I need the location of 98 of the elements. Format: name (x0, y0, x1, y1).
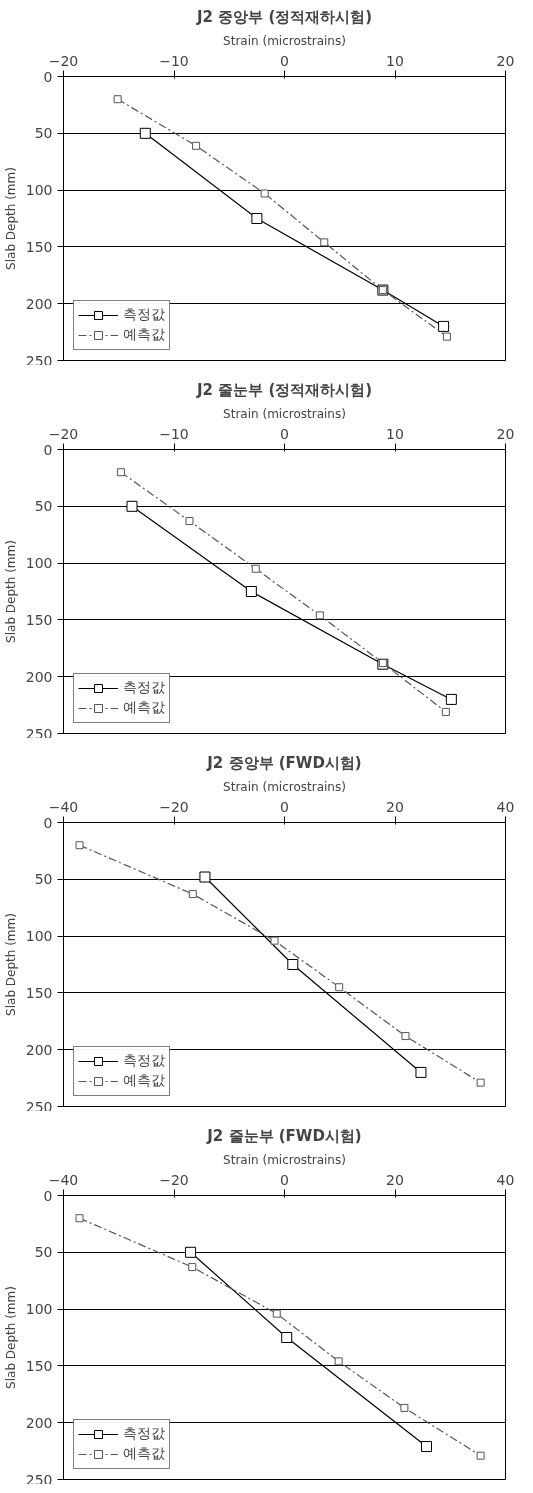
point (251, 564, 260, 573)
x-tick-label: 10 (386, 425, 404, 442)
point (420, 1441, 432, 1453)
y-tick-label: 200 (25, 668, 53, 685)
y-axis-title: Slab Depth (mm) (3, 540, 18, 643)
x-tick-label: −20 (159, 1171, 189, 1188)
point (320, 238, 329, 247)
legend-label: 측정값 (123, 306, 165, 324)
y-tick-label: 100 (25, 555, 53, 572)
point (245, 586, 257, 597)
point (441, 707, 450, 716)
x-tick-label: −20 (159, 798, 189, 815)
point (315, 611, 324, 620)
x-axis-title: Strain (microstrains) (223, 779, 346, 794)
point (476, 1451, 485, 1460)
x-tick-label: −20 (48, 425, 79, 442)
legend-label: 예측값 (123, 1072, 165, 1090)
point (139, 127, 151, 139)
y-tick-label: 0 (43, 441, 53, 458)
point (75, 841, 84, 850)
legend-label: 예측값 (123, 699, 165, 717)
y-tick-label: 200 (25, 1414, 53, 1431)
y-tick-label: 250 (25, 1471, 53, 1488)
x-tick-label: −40 (48, 1171, 79, 1188)
chart-title: J2 중앙부 (FWD시험) (206, 753, 362, 772)
point (438, 320, 450, 332)
x-tick-label: 0 (280, 425, 289, 442)
point (445, 693, 457, 705)
point (185, 517, 194, 526)
y-tick-label: 150 (25, 984, 53, 1001)
y-tick-label: 200 (25, 295, 53, 312)
point (270, 936, 279, 945)
x-tick-label: −20 (48, 52, 79, 69)
x-tick-label: 10 (386, 52, 404, 69)
legend-label: 측정값 (123, 679, 165, 697)
y-tick-label: 0 (43, 68, 53, 85)
y-tick-label: 150 (25, 611, 53, 628)
legend-label: 측정값 (123, 1425, 165, 1443)
x-axis-title: Strain (microstrains) (223, 406, 346, 421)
point (287, 959, 299, 970)
point (442, 332, 451, 341)
legend-label: 예측값 (123, 1445, 165, 1463)
legend-label: 예측값 (123, 326, 165, 344)
point (185, 1246, 197, 1258)
point (281, 1332, 293, 1343)
x-axis-title: Strain (microstrains) (223, 1152, 346, 1167)
x-tick-label: 0 (280, 52, 289, 69)
y-tick-label: 50 (34, 498, 53, 515)
x-axis-title: Strain (microstrains) (223, 33, 346, 48)
y-tick-label: 50 (34, 1244, 53, 1261)
x-tick-label: −10 (159, 52, 189, 69)
y-tick-label: 250 (25, 352, 53, 369)
point (415, 1066, 427, 1078)
y-tick-label: 100 (25, 928, 53, 945)
y-tick-label: 150 (25, 238, 53, 255)
y-tick-label: 100 (25, 182, 53, 199)
y-tick-label: 50 (34, 871, 53, 888)
y-tick-label: 50 (34, 125, 53, 142)
x-tick-label: 40 (496, 1171, 515, 1188)
point (334, 1357, 343, 1366)
x-tick-label: 0 (280, 798, 289, 815)
point (401, 1032, 410, 1041)
point (199, 871, 211, 883)
point (188, 890, 197, 899)
y-tick-label: 200 (25, 1041, 53, 1058)
point (400, 1403, 409, 1412)
chart-title: J2 중앙부 (정적재하시험) (195, 7, 373, 26)
point (188, 1263, 197, 1272)
x-tick-label: 20 (496, 425, 515, 442)
point (335, 983, 344, 992)
y-tick-label: 250 (25, 1098, 53, 1115)
y-tick-label: 250 (25, 725, 53, 742)
y-axis-title: Slab Depth (mm) (3, 1286, 18, 1389)
x-tick-label: −40 (48, 798, 79, 815)
y-axis-title: Slab Depth (mm) (3, 913, 18, 1016)
chart-title: J2 줄눈부 (FWD시험) (206, 1126, 362, 1145)
y-tick-label: 150 (25, 1357, 53, 1374)
point (260, 189, 269, 198)
point (116, 468, 125, 477)
point (476, 1078, 485, 1087)
x-tick-label: 40 (496, 798, 515, 815)
point (251, 213, 263, 224)
y-tick-label: 0 (43, 814, 53, 831)
point (192, 141, 201, 150)
x-tick-label: −10 (159, 425, 189, 442)
point (113, 95, 122, 104)
chart-title: J2 줄눈부 (정적재하시험) (195, 380, 373, 399)
legend-label: 측정값 (123, 1052, 165, 1070)
point (126, 500, 138, 512)
y-tick-label: 0 (43, 1187, 53, 1204)
x-tick-label: 20 (496, 52, 515, 69)
point (272, 1309, 281, 1318)
x-tick-label: 0 (280, 1171, 289, 1188)
y-tick-label: 100 (25, 1301, 53, 1318)
point (75, 1214, 84, 1223)
x-tick-label: 20 (386, 798, 404, 815)
x-tick-label: 20 (386, 1171, 404, 1188)
y-axis-title: Slab Depth (mm) (3, 167, 18, 270)
